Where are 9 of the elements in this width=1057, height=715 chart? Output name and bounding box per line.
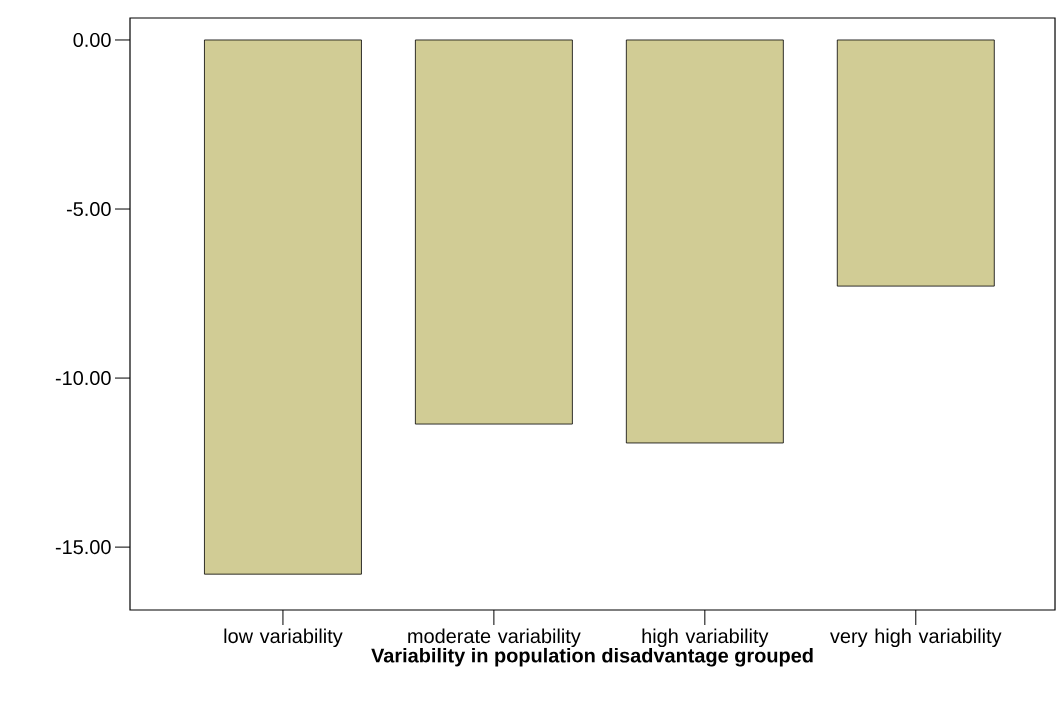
x-tick-label: high variability (642, 628, 769, 648)
x-tick-label: moderate variability (408, 628, 581, 648)
y-tick-label: -15.00 (55, 540, 111, 555)
y-tick-label: -10.00 (55, 371, 111, 386)
x-tick-label: low variability (224, 628, 343, 648)
x-axis-title: Variability in population disadvantage grouped (371, 647, 813, 667)
x-tick-label: very high variability (830, 628, 1002, 648)
y-tick-label: 0.00 (73, 32, 111, 48)
y-tick-label: -5.00 (66, 201, 111, 217)
